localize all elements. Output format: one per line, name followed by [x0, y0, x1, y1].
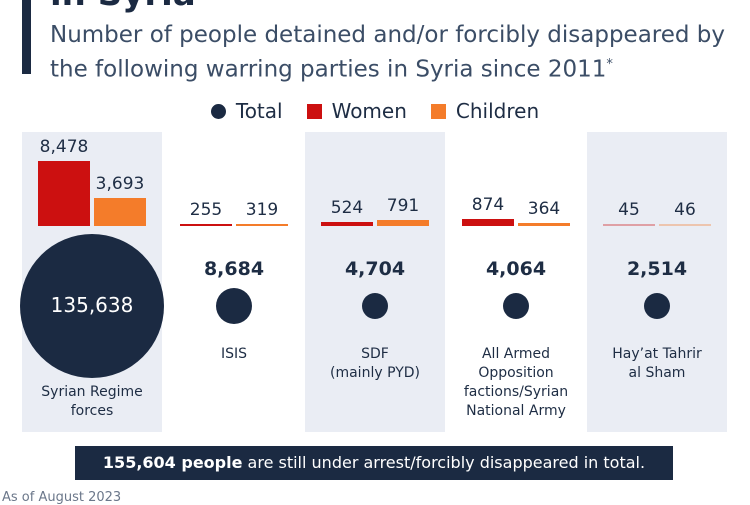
- children-bar: [377, 219, 429, 226]
- party-label: Syrian Regime forces: [22, 383, 162, 421]
- legend-children-square-icon: [430, 103, 446, 119]
- women-bar: [38, 161, 90, 226]
- children-bar: [236, 223, 288, 226]
- party-label: Hay’at Tahrir al Sham: [587, 345, 727, 383]
- total-bubble: [215, 287, 253, 325]
- party-label-line: Opposition: [478, 365, 554, 381]
- women-value-label: 874: [471, 195, 505, 216]
- party-label-line: (mainly PYD): [330, 365, 420, 381]
- banner-total-count: 155,604 people: [102, 453, 243, 472]
- party-label-line: forces: [70, 403, 114, 419]
- legend-item-women: Women: [306, 99, 407, 123]
- women-value-label: 45: [618, 200, 640, 220]
- total-value-label: 4,064: [485, 258, 547, 280]
- children-value-label: 319: [245, 199, 279, 220]
- party-label-line: SDF: [361, 346, 389, 362]
- party-label-line: factions/Syrian: [463, 384, 569, 400]
- children-value-label: 791: [386, 195, 420, 216]
- women-bar: [462, 219, 514, 226]
- legend: Total Women Children: [0, 99, 750, 123]
- legend-total-dot-icon: [210, 103, 226, 119]
- total-bubble: [361, 292, 389, 320]
- source-note: As of August 2023: [2, 490, 122, 505]
- category-panel: [305, 132, 445, 432]
- party-label-line: ISIS: [220, 346, 248, 362]
- party-label-line: National Army: [466, 403, 566, 419]
- chart-subtitle: Number of people detained and/or forcibl…: [50, 20, 740, 85]
- total-value-label: 4,704: [344, 258, 406, 280]
- title-accent-bar: [22, 0, 31, 74]
- children-value-label: 3,693: [95, 173, 145, 194]
- party-label-line: Hay’at Tahrir: [612, 346, 702, 362]
- legend-women-label: Women: [331, 99, 407, 123]
- total-value-label: 135,638: [50, 293, 134, 317]
- category-panel: [587, 132, 727, 432]
- total-value-label: 8,684: [203, 258, 265, 280]
- women-bar: [603, 224, 655, 226]
- total-bubble: [20, 234, 164, 378]
- total-value-label: 2,514: [626, 258, 688, 280]
- children-bar: [94, 197, 146, 226]
- total-banner: 155,604 people are still under arrest/fo…: [75, 446, 673, 480]
- children-bar: [518, 223, 570, 226]
- children-value-label: 46: [674, 200, 696, 220]
- banner-total-text: are still under arrest/forcibly disappea…: [242, 453, 646, 472]
- children-bar: [659, 224, 711, 226]
- party-label: SDF (mainly PYD): [305, 345, 445, 383]
- party-label-line: All Armed: [481, 346, 551, 362]
- subtitle-footnote-mark: *: [606, 57, 613, 72]
- legend-item-children: Children: [430, 99, 540, 123]
- women-value-label: 255: [189, 200, 223, 220]
- legend-total-label: Total: [235, 99, 283, 123]
- party-label: ISIS: [164, 345, 304, 364]
- women-value-label: 524: [330, 197, 364, 218]
- party-label-line: al Sham: [628, 365, 686, 381]
- total-bubble: [503, 293, 529, 319]
- legend-children-label: Children: [455, 99, 540, 123]
- legend-women-square-icon: [306, 103, 322, 119]
- party-label-line: Syrian Regime: [41, 384, 143, 400]
- women-bar: [321, 221, 373, 226]
- children-value-label: 364: [527, 199, 561, 220]
- page-title: in Syria: [50, 0, 196, 14]
- legend-item-total: Total: [210, 99, 283, 123]
- subtitle-text: Number of people detained and/or forcibl…: [50, 22, 726, 83]
- total-bubble: [644, 293, 670, 319]
- party-label: All Armed Opposition factions/Syrian Nation…: [446, 345, 586, 421]
- women-bar: [180, 224, 232, 226]
- women-value-label: 8,478: [39, 137, 89, 157]
